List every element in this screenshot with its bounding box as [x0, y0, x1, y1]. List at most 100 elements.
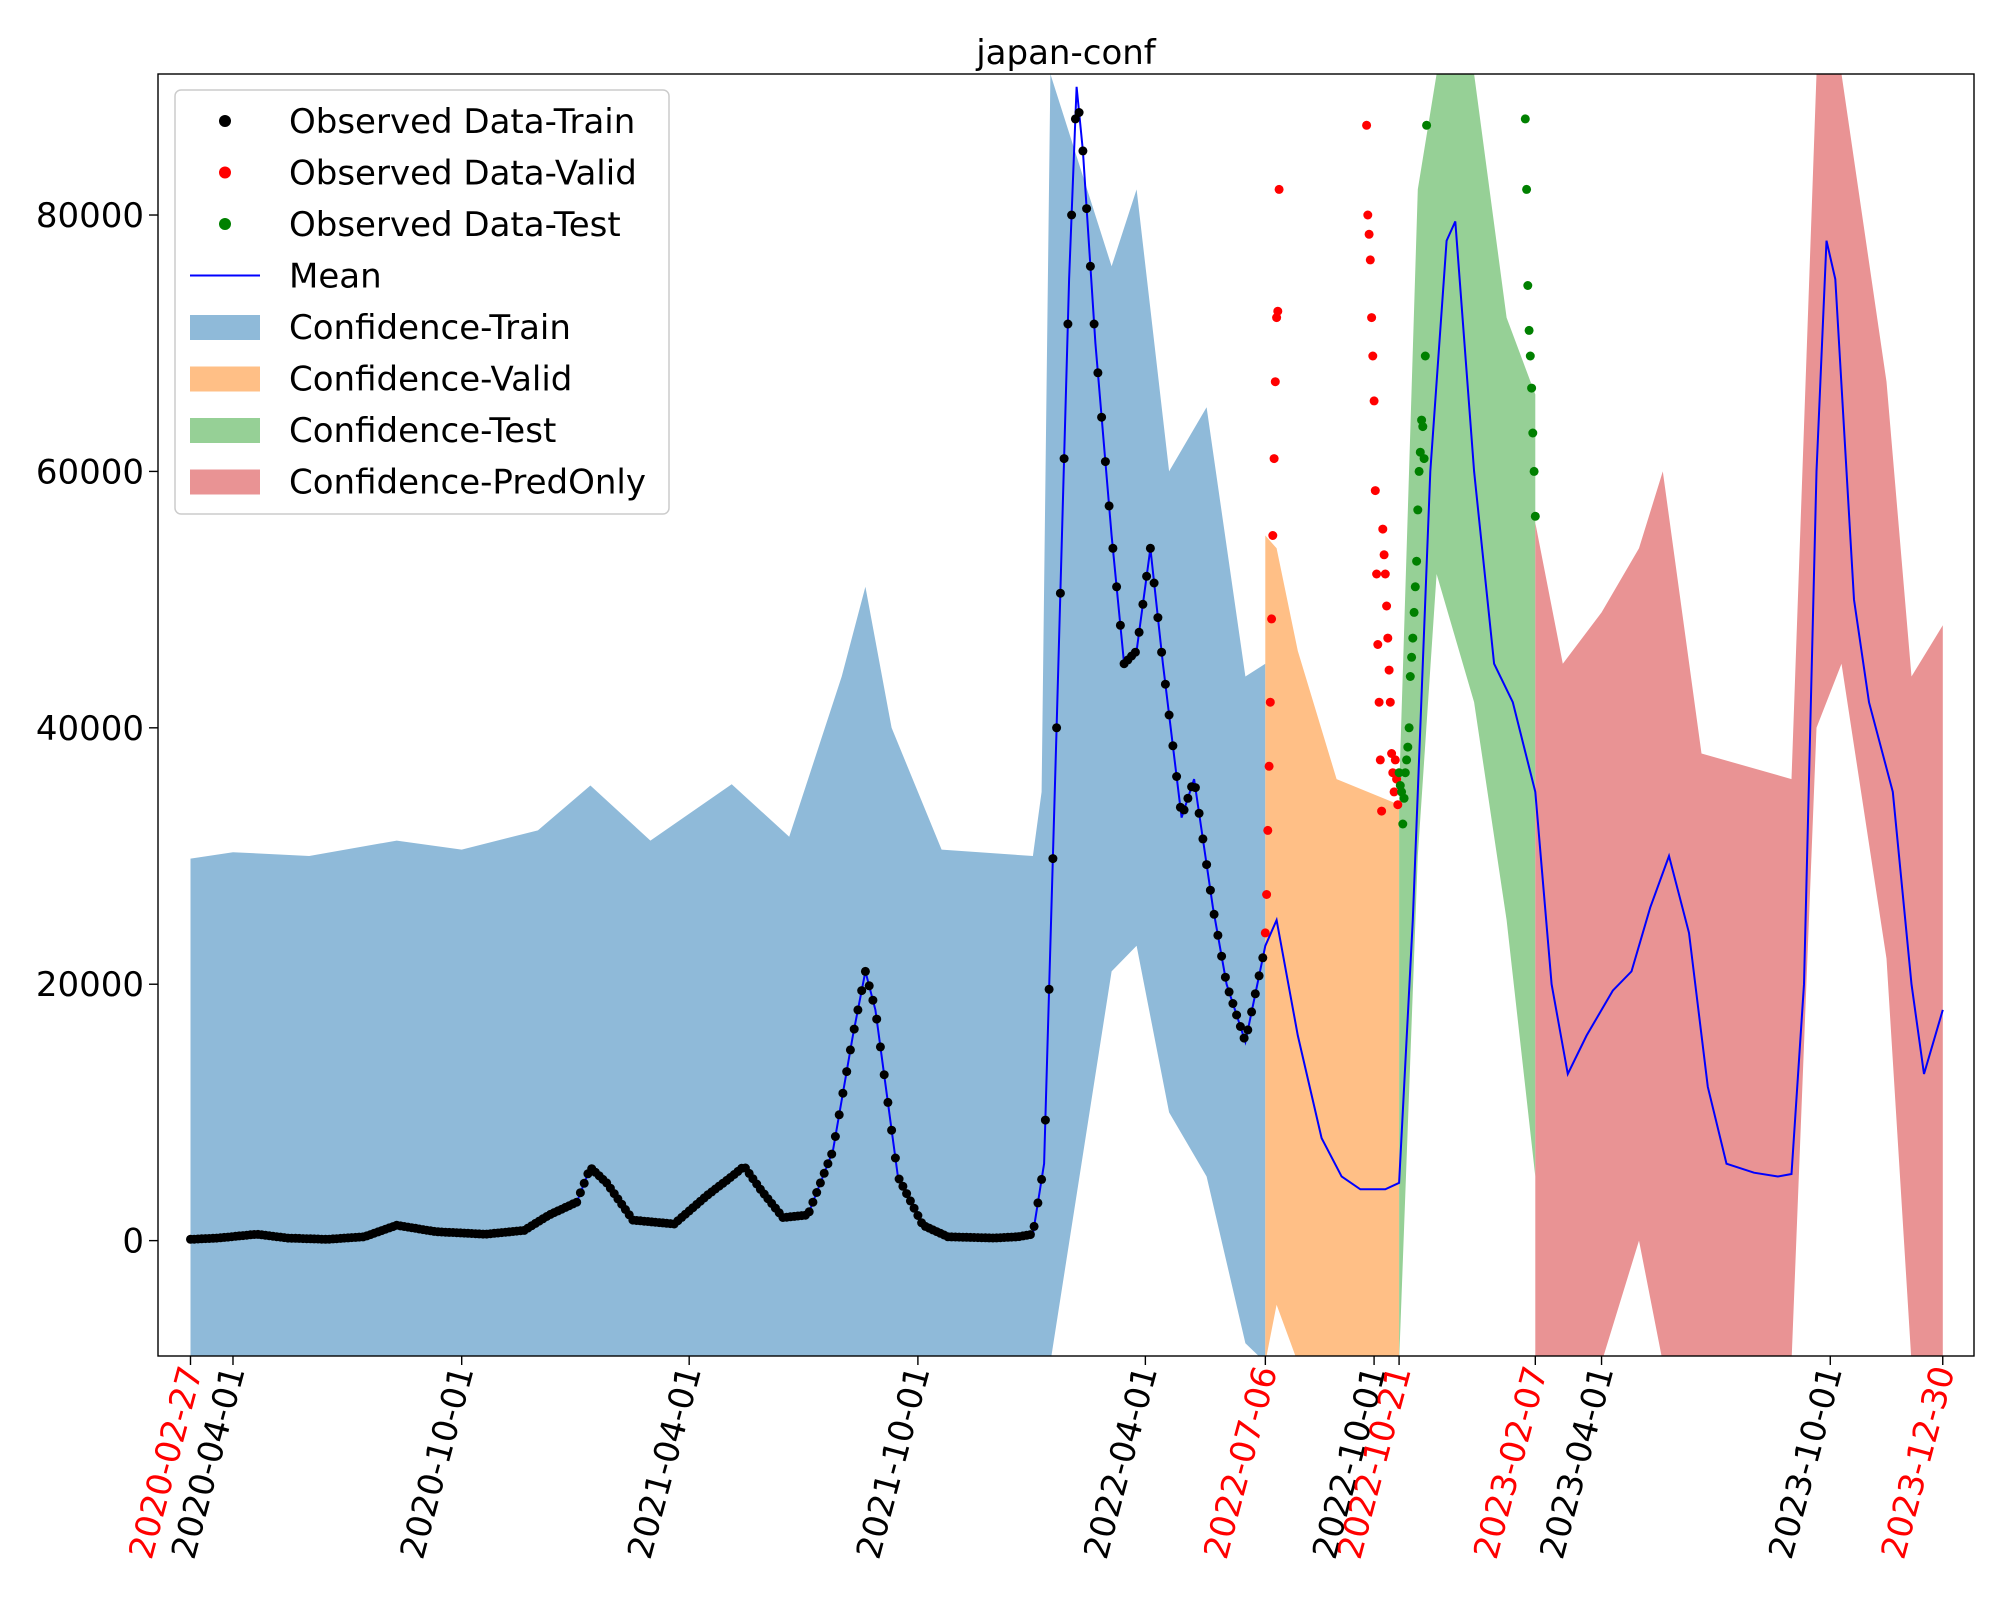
marker-observed-data-valid [1270, 377, 1280, 387]
band-confidence-predonly [1535, 74, 1943, 1356]
marker-observed-data-train [572, 1197, 582, 1207]
marker-observed-data-valid [1367, 313, 1377, 323]
marker-observed-data-train [1085, 261, 1095, 271]
marker-observed-data-train [1254, 971, 1264, 981]
marker-observed-data-train [1082, 204, 1092, 214]
marker-observed-data-train [1190, 783, 1200, 793]
marker-observed-data-test [1409, 607, 1419, 617]
marker-observed-data-valid [1378, 524, 1388, 534]
marker-observed-data-train [1059, 454, 1069, 464]
marker-observed-data-train [1078, 146, 1088, 156]
marker-observed-data-train [815, 1178, 825, 1188]
marker-observed-data-train [1145, 543, 1155, 553]
marker-observed-data-valid [1389, 787, 1399, 797]
marker-observed-data-train [1138, 599, 1148, 609]
legend-observed-data-train-label: Observed Data-Train [289, 102, 635, 142]
marker-observed-data-test [1422, 120, 1432, 130]
x-tick-label: 2021-10-01 [849, 1362, 939, 1563]
marker-observed-data-test [1530, 511, 1540, 521]
marker-observed-data-train [1258, 953, 1268, 963]
marker-observed-data-train [1044, 984, 1054, 994]
marker-observed-data-train [1055, 588, 1065, 598]
marker-observed-data-train [1168, 741, 1178, 751]
marker-observed-data-train [1205, 885, 1215, 895]
marker-observed-data-test [1527, 383, 1537, 393]
marker-observed-data-train [1198, 834, 1208, 844]
marker-observed-data-train [860, 966, 870, 976]
band-confidence-valid [1265, 535, 1400, 1356]
marker-observed-data-test [1399, 793, 1409, 803]
marker-observed-data-train [905, 1196, 915, 1206]
marker-observed-data-train [812, 1188, 822, 1197]
y-tick-label: 0 [122, 1222, 144, 1262]
marker-observed-data-test [1523, 281, 1533, 290]
marker-observed-data-train [1243, 1025, 1253, 1035]
legend: Observed Data-Train Observed Data-Valid Ob… [174, 89, 670, 515]
marker-observed-data-train [1217, 951, 1227, 961]
y-axis: 0 20000 40000 60000 80000 [36, 196, 158, 1262]
marker-observed-data-train [1164, 710, 1174, 720]
marker-observed-data-test [1528, 428, 1538, 438]
marker-observed-data-train [1250, 989, 1260, 999]
marker-observed-data-train [849, 1024, 859, 1034]
marker-observed-data-train [819, 1168, 829, 1178]
marker-observed-data-train [827, 1149, 837, 1159]
marker-observed-data-train [1037, 1174, 1047, 1184]
marker-observed-data-train [804, 1207, 814, 1217]
marker-observed-data-train [1172, 772, 1182, 781]
legend-observed-data-valid-swatch [219, 166, 231, 179]
marker-observed-data-valid [1365, 255, 1375, 265]
marker-observed-data-train [853, 1005, 863, 1015]
marker-observed-data-test [1407, 652, 1417, 662]
marker-observed-data-train [1093, 368, 1103, 378]
marker-observed-data-train [864, 981, 874, 991]
marker-observed-data-valid [1363, 210, 1373, 220]
marker-observed-data-train [1220, 972, 1230, 982]
legend-confidence-test-swatch [190, 418, 260, 443]
marker-observed-data-train [1104, 501, 1114, 511]
observed-markers [186, 108, 1540, 1244]
marker-observed-data-valid [1377, 806, 1387, 816]
marker-observed-data-train [579, 1178, 589, 1188]
marker-observed-data-test [1418, 422, 1428, 432]
marker-observed-data-test [1408, 633, 1418, 643]
marker-observed-data-train [845, 1045, 855, 1055]
marker-observed-data-test [1404, 723, 1414, 733]
plot-frame [157, 73, 1975, 1357]
marker-observed-data-valid [1370, 486, 1380, 496]
marker-observed-data-train [913, 1211, 923, 1220]
marker-observed-data-train [898, 1181, 908, 1191]
marker-observed-data-train [1209, 909, 1219, 919]
marker-observed-data-train [1033, 1198, 1043, 1208]
marker-observed-data-train [909, 1203, 919, 1213]
marker-observed-data-valid [1379, 550, 1389, 560]
marker-observed-data-test [1529, 466, 1539, 476]
marker-observed-data-valid [1390, 755, 1400, 765]
marker-observed-data-valid [1384, 665, 1394, 675]
marker-observed-data-train [1089, 319, 1099, 329]
marker-observed-data-train [872, 1014, 882, 1024]
marker-observed-data-train [1153, 613, 1163, 623]
marker-observed-data-train [1202, 860, 1212, 870]
marker-observed-data-train [1157, 647, 1167, 657]
marker-observed-data-train [868, 995, 878, 1005]
marker-observed-data-test [1414, 466, 1424, 476]
marker-observed-data-train [1239, 1033, 1249, 1043]
marker-observed-data-train [838, 1088, 848, 1098]
legend-observed-data-train-swatch [219, 115, 231, 127]
marker-observed-data-valid [1269, 454, 1279, 464]
marker-observed-data-train [1112, 582, 1122, 592]
marker-observed-data-train [1100, 457, 1110, 467]
marker-observed-data-valid [1274, 184, 1284, 194]
marker-observed-data-train [808, 1197, 818, 1207]
marker-observed-data-train [1194, 808, 1204, 818]
marker-observed-data-train [1232, 1010, 1242, 1020]
marker-observed-data-valid [1382, 601, 1392, 611]
marker-observed-data-train [879, 1070, 889, 1080]
marker-observed-data-train [1228, 999, 1238, 1008]
marker-observed-data-train [1224, 987, 1234, 997]
marker-observed-data-valid [1262, 890, 1272, 899]
marker-observed-data-train [1108, 543, 1118, 553]
